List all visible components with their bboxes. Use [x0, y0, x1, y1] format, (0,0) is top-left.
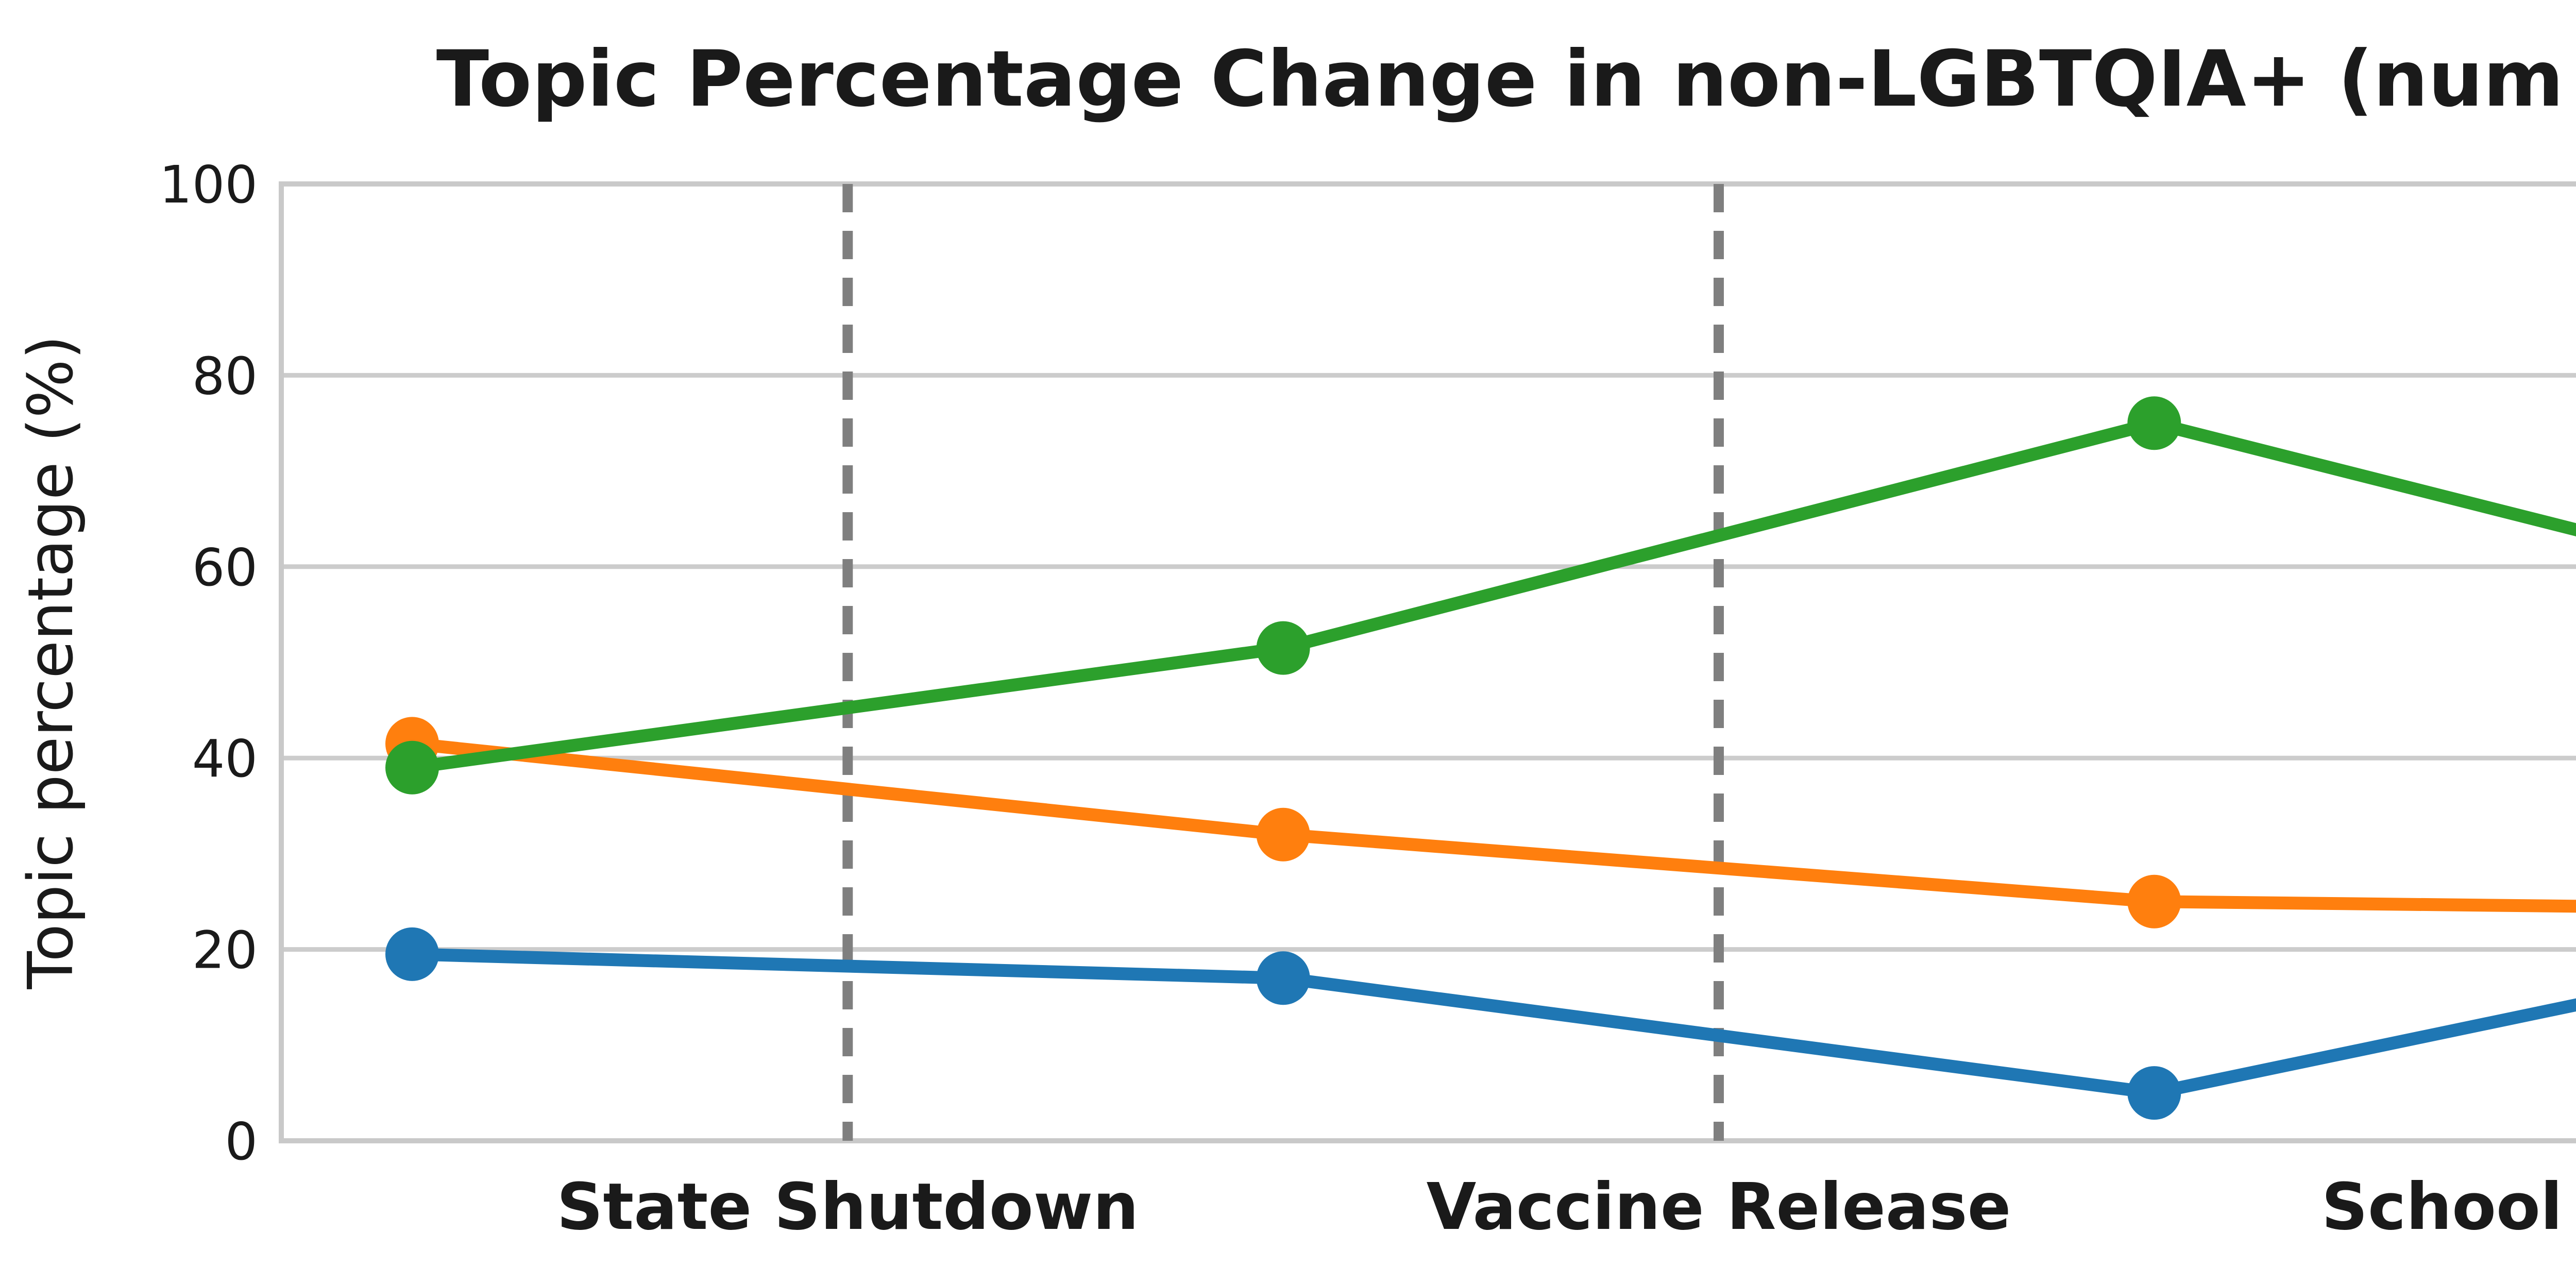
x-event-label-school-reopen: School Reopen	[2321, 1170, 2576, 1244]
chart-title: Topic Percentage Change in non-LGBTQIA+ …	[436, 35, 2576, 124]
axis-label-layer: Topic Percentage Change in non-LGBTQIA+ …	[15, 35, 2576, 1244]
y-tick-label-0: 0	[225, 1111, 258, 1172]
y-tick-label-100: 100	[159, 155, 258, 215]
x-event-label-state-shutdown: State Shutdown	[556, 1170, 1139, 1244]
series-line-negative	[405, 416, 2576, 774]
y-tick-label-80: 80	[192, 346, 258, 406]
series-line-interaction	[405, 948, 2576, 1100]
y-tick-label-40: 40	[192, 729, 258, 789]
x-event-label-vaccine-release: Vaccine Release	[1427, 1170, 2011, 1244]
y-tick-label-60: 60	[192, 537, 258, 598]
series-marker-interaction-2	[2127, 1066, 2181, 1120]
series-layer	[385, 396, 2576, 1120]
event-line-layer	[842, 184, 1724, 1141]
series-marker-negative-0	[385, 740, 439, 795]
series-marker-positive-2	[2127, 874, 2181, 929]
series-marker-interaction-1	[1256, 951, 1310, 1005]
series-marker-positive-1	[1256, 807, 1310, 862]
series-marker-negative-1	[1256, 621, 1310, 675]
y-tick-label-20: 20	[192, 920, 258, 981]
series-line-positive	[405, 737, 2576, 913]
y-axis-label: Topic percentage (%)	[15, 335, 87, 990]
series-marker-negative-2	[2127, 396, 2181, 450]
series-marker-interaction-0	[385, 927, 439, 981]
